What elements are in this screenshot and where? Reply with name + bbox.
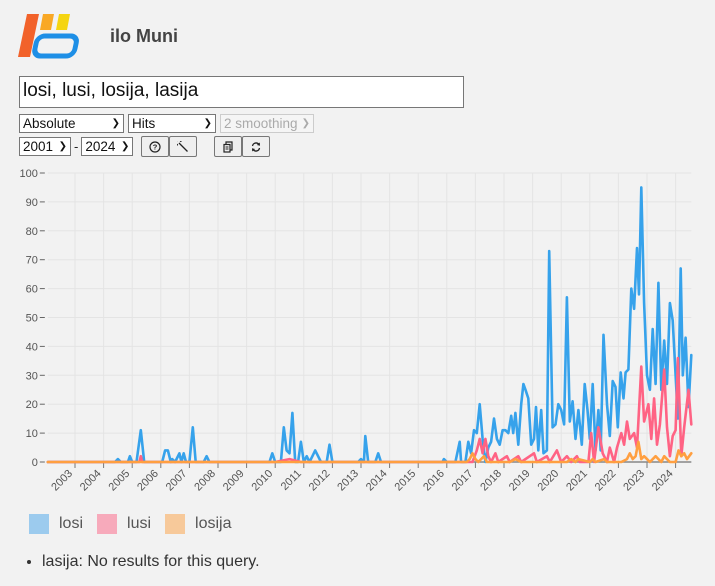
legend-swatch-lusi: [97, 514, 118, 534]
x-tick-label: 2024: [650, 468, 676, 494]
help-icon: ?: [149, 140, 161, 153]
y-tick-label: 0: [32, 457, 38, 469]
x-tick-label: 2006: [135, 468, 161, 494]
x-tick-label: 2004: [78, 468, 104, 494]
settings-button[interactable]: [169, 136, 198, 157]
legend-label-losi: losi: [59, 515, 84, 532]
y-tick-label: 90: [26, 197, 38, 209]
y-tick-label: 80: [26, 226, 38, 238]
x-tick-label: 2007: [164, 468, 190, 494]
y-tick-label: 60: [26, 284, 38, 296]
chevron-down-icon: ❯: [111, 118, 120, 129]
legend-label-losija: losija: [195, 515, 232, 532]
options-row: Absolute ❯ Hits ❯ 2 smoothing ❯: [19, 114, 314, 133]
x-tick-label: 2020: [536, 468, 562, 494]
x-tick-label: 2015: [393, 468, 419, 494]
svg-text:?: ?: [153, 142, 158, 151]
legend-label-lusi: lusi: [127, 515, 152, 532]
chevron-down-icon: ❯: [203, 118, 212, 129]
wrench-icon: [177, 140, 189, 152]
y-tick-label: 50: [26, 313, 38, 325]
copy-button[interactable]: [214, 136, 243, 157]
query-input[interactable]: losi, lusi, losija, lasija: [19, 76, 464, 108]
scale-select-value: Absolute: [23, 116, 76, 131]
series-line-losi: [46, 186, 693, 464]
start-year-value: 2001: [23, 139, 54, 154]
y-tick-label: 20: [26, 399, 38, 411]
y-tick-label: 10: [26, 428, 38, 440]
y-tick-label: 70: [26, 255, 38, 267]
copy-icon: [223, 140, 233, 153]
x-tick-label: 2023: [621, 468, 647, 494]
x-tick-label: 2005: [107, 468, 133, 494]
help-button[interactable]: ?: [141, 136, 170, 157]
chevron-down-icon: ❯: [120, 141, 130, 152]
series-line-lusi: [46, 356, 693, 464]
x-tick-label: 2022: [593, 468, 619, 494]
header: ilo Muni: [18, 11, 178, 61]
x-tick-label: 2008: [192, 468, 218, 494]
x-tick-label: 2011: [279, 468, 304, 493]
x-tick-label: 2012: [307, 468, 333, 494]
legend-swatch-losi: [29, 514, 49, 534]
legend-swatch-losija: [165, 514, 186, 534]
legend-item-losija[interactable]: losija: [165, 514, 232, 534]
x-tick-label: 2013: [335, 468, 361, 494]
start-year-select[interactable]: 2001 ❯: [19, 137, 71, 156]
ilo-muni-logo-icon: [18, 14, 79, 59]
metric-select-value: Hits: [132, 116, 156, 131]
x-tick-label: 2017: [450, 468, 476, 494]
end-year-select[interactable]: 2024 ❯: [81, 137, 134, 156]
y-tick-label: 40: [26, 341, 38, 353]
y-tick-label: 30: [26, 370, 38, 382]
series-line-losija: [46, 440, 693, 464]
scale-select[interactable]: Absolute ❯: [19, 114, 124, 133]
x-tick-label: 2018: [478, 468, 504, 494]
refresh-icon: [252, 141, 261, 152]
query-notes: lasija: No results for this query.: [22, 553, 260, 571]
range-separator: -: [74, 139, 79, 154]
x-tick-label: 2014: [364, 468, 390, 494]
x-tick-label: 2016: [421, 468, 447, 494]
chevron-down-icon: ❯: [301, 118, 310, 129]
refresh-button[interactable]: [242, 136, 271, 157]
date-row: 2001 ❯ - 2024 ❯ ?: [19, 136, 271, 157]
x-tick-label: 2021: [564, 468, 590, 494]
x-tick-label: 2003: [49, 468, 75, 494]
x-tick-label: 2009: [221, 468, 247, 494]
legend-item-losi[interactable]: losi: [29, 514, 83, 534]
end-year-value: 2024: [85, 139, 116, 154]
x-tick-label: 2019: [507, 468, 533, 494]
legend-item-lusi[interactable]: lusi: [97, 514, 151, 534]
chevron-down-icon: ❯: [58, 141, 67, 152]
smoothing-select-value: 2 smoothing: [224, 116, 298, 131]
app-title: ilo Muni: [110, 25, 178, 46]
chart-legend: losi lusi losija: [29, 514, 246, 534]
metric-select[interactable]: Hits ❯: [128, 114, 216, 133]
y-tick-label: 100: [19, 168, 37, 180]
smoothing-select[interactable]: 2 smoothing ❯: [220, 114, 314, 133]
x-tick-label: 2010: [250, 468, 276, 494]
note-item: lasija: No results for this query.: [42, 553, 260, 571]
